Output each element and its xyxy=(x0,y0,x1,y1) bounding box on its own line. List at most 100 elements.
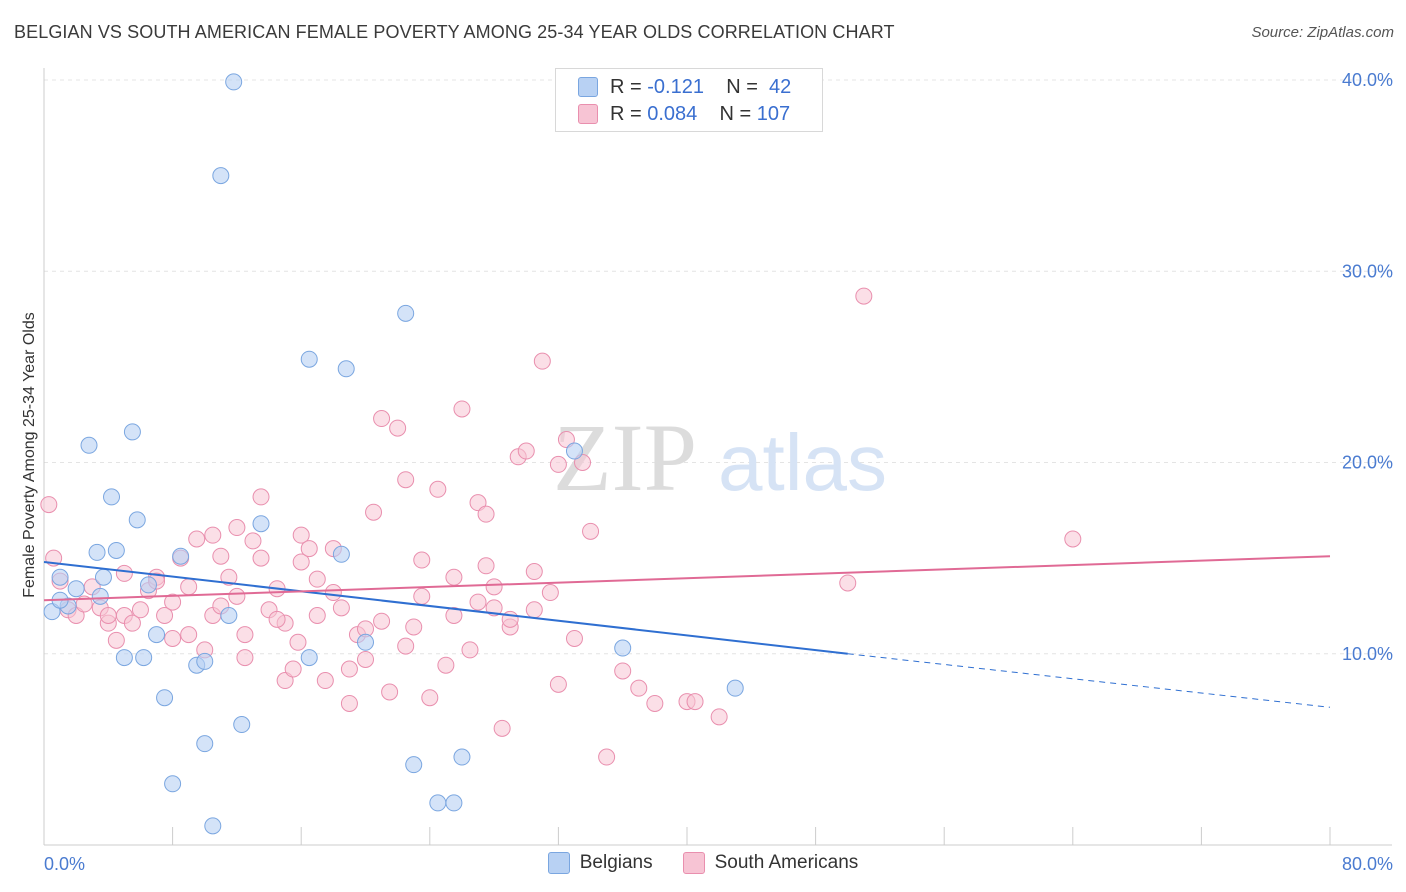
belgians-point xyxy=(300,649,318,667)
south-americans-point xyxy=(220,568,238,586)
south-americans-point xyxy=(99,607,117,624)
belgians-point xyxy=(196,652,214,670)
south-americans-point xyxy=(445,568,463,586)
x-tick-label: 0.0% xyxy=(44,854,85,874)
south-americans-point xyxy=(340,694,358,712)
south-americans-point xyxy=(107,631,125,649)
n-label: N = xyxy=(726,75,758,98)
south-americans-point xyxy=(1064,530,1082,548)
south-americans-point xyxy=(373,612,391,630)
belgians-point xyxy=(397,304,415,322)
south-americans-point xyxy=(397,637,415,655)
y-tick-label: 20.0% xyxy=(1342,453,1393,473)
belgians-point xyxy=(80,436,98,454)
south-americans-point xyxy=(582,522,600,540)
belgians-point xyxy=(164,775,182,793)
south-americans-point xyxy=(630,679,648,697)
south-americans-point xyxy=(397,471,415,489)
south-americans-point xyxy=(228,519,246,537)
south-americans-point xyxy=(549,455,567,473)
south-americans-point xyxy=(332,599,350,617)
south-americans-trend-line xyxy=(43,555,1331,602)
correlation-legend: R = -0.121 N = 42 R = 0.084 N = 107 xyxy=(555,68,823,132)
belgians-point xyxy=(614,639,632,657)
south-americans-point xyxy=(614,662,632,680)
n-value: 107 xyxy=(756,102,791,125)
south-americans-point xyxy=(533,352,551,370)
south-americans-point xyxy=(541,584,559,602)
belgians-point xyxy=(337,360,355,378)
n-label: N = xyxy=(719,102,752,125)
south-americans-point xyxy=(413,551,431,569)
south-americans-point xyxy=(373,410,391,428)
south-americans-point xyxy=(485,578,503,596)
r-label: R = xyxy=(610,75,642,98)
south-americans-point xyxy=(236,649,254,667)
south-americans-point xyxy=(429,480,447,498)
south-americans-point xyxy=(300,540,318,558)
y-tick-label: 10.0% xyxy=(1342,644,1393,664)
south-americans-point xyxy=(115,564,133,582)
south-americans-point xyxy=(485,599,503,617)
south-americans-point xyxy=(292,553,310,571)
r-value: -0.121 xyxy=(647,75,704,98)
belgians-point xyxy=(135,649,153,667)
grid-lines xyxy=(44,79,1392,655)
n-value: 42 xyxy=(769,75,792,98)
south-americans-point xyxy=(340,660,358,678)
south-americans-point xyxy=(405,618,423,636)
belgians-point xyxy=(139,576,157,594)
south-americans-point xyxy=(308,570,326,588)
south-americans-point xyxy=(164,629,182,647)
legend-row-belgians: R = -0.121 N = 42 xyxy=(578,73,791,101)
south-americans-point xyxy=(156,607,174,624)
belgians-trend-line xyxy=(43,560,848,655)
belgians-point xyxy=(94,568,112,586)
belgians-point xyxy=(91,587,109,605)
chart-title: BELGIAN VS SOUTH AMERICAN FEMALE POVERTY… xyxy=(14,22,895,42)
belgians-point xyxy=(726,679,744,697)
south-americans-point xyxy=(292,526,310,544)
x-tick-label: 80.0% xyxy=(1342,854,1393,874)
south-americans-point xyxy=(517,442,535,460)
belgians-point xyxy=(148,626,166,644)
belgians-point xyxy=(429,794,447,812)
south-americans-point xyxy=(212,547,230,565)
belgians-point xyxy=(212,167,230,185)
south-americans-point xyxy=(525,563,543,581)
source-label: Source: ZipAtlas.com xyxy=(1251,24,1394,41)
belgians-point xyxy=(453,748,471,766)
r-label: R = xyxy=(610,102,642,125)
south-americans-point xyxy=(445,607,463,624)
trend-lines xyxy=(43,555,1331,708)
y-axis-label: Female Poverty Among 25-34 Year Olds xyxy=(21,312,38,598)
south-americans-point xyxy=(855,287,873,305)
belgians-point xyxy=(225,73,243,91)
south-americans-point xyxy=(123,614,141,632)
belgians-point xyxy=(115,649,133,667)
belgians-swatch xyxy=(578,77,598,97)
legend-item-belgians: Belgians xyxy=(547,852,653,874)
south-americans-point xyxy=(381,683,399,701)
south-americans-point xyxy=(421,689,439,707)
south-americans-point xyxy=(686,693,704,711)
legend-label-south-americans: South Americans xyxy=(714,852,859,873)
south-americans-point xyxy=(565,629,583,647)
legend-item-south-americans: South Americans xyxy=(682,852,859,874)
data-points xyxy=(40,73,1082,835)
south-americans-point xyxy=(180,626,198,644)
south-americans-point xyxy=(413,587,431,605)
south-americans-point xyxy=(477,505,495,523)
south-americans-point xyxy=(646,694,664,712)
belgians-point xyxy=(405,756,423,774)
south-americans-point xyxy=(236,626,254,644)
south-americans-point xyxy=(316,672,334,690)
south-americans-point xyxy=(188,530,206,548)
belgians-point xyxy=(51,568,69,586)
south-americans-point xyxy=(252,488,270,506)
belgians-point xyxy=(332,545,350,563)
south-americans-point xyxy=(365,503,383,521)
south-americans-point xyxy=(453,400,471,418)
south-americans-point xyxy=(324,584,342,602)
belgians-point xyxy=(103,488,121,506)
